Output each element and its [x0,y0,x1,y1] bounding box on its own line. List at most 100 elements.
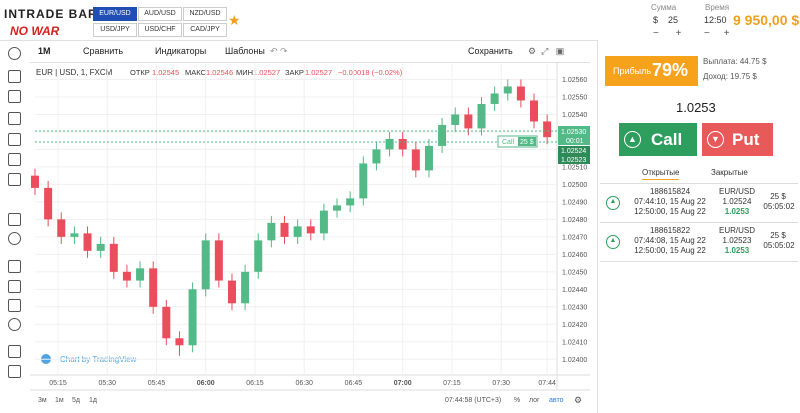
pair-button[interactable]: USD/JPY [93,23,137,37]
settings-icon[interactable]: ⚙ [574,395,582,405]
candle-body [162,306,171,339]
candle-body [83,233,92,251]
indicators-button[interactable]: Индикаторы [155,46,207,56]
price-marker-label: 1.02530 [561,129,586,136]
range-button[interactable]: 5д [72,397,80,404]
trade-expires: 12:50:00, 15 Aug 22 [634,207,706,216]
candle-body [503,86,512,94]
x-tick-label: 07:15 [443,380,461,387]
candle-body [477,103,486,129]
trade-icon: ▲ [606,235,620,249]
tool-icon[interactable] [8,47,21,60]
trade-current: 1.0253 [724,246,750,255]
range-button[interactable]: 1д [89,397,97,404]
candle-body [372,149,381,164]
save-button[interactable]: Сохранить [468,46,513,56]
x-tick-label: 05:45 [148,380,166,387]
legend-value: 1.02527 [305,68,332,77]
tool-icon[interactable] [8,318,21,331]
balance: 9 950,00 $ [733,12,800,28]
trade-marker-label: Call [502,139,515,146]
legend-label: МАКС [185,68,207,77]
tool-icon[interactable] [8,133,21,146]
divider [30,62,590,63]
y-tick-label: 1.02560 [562,77,587,84]
candle-body [267,222,276,241]
tool-icon[interactable] [8,232,21,245]
profit-label: Прибыль [613,66,652,76]
pair-button[interactable]: USD/CHF [138,23,182,37]
tab-closed[interactable]: Закрытые [711,168,748,177]
candle-body [319,210,328,234]
pair-button[interactable]: AUD/USD [138,7,182,21]
call-button[interactable]: ▲ Call [619,123,697,156]
candle-body [464,114,473,129]
trade-pair: EUR/USD [718,226,755,235]
sum-label: Сумма [651,3,677,12]
range-button[interactable]: 1м [55,397,64,404]
candle-body [254,240,263,272]
trade-marker-amount: 25 $ [520,139,534,146]
tool-icon[interactable] [8,112,21,125]
x-tick-label: 06:45 [345,380,363,387]
tool-icon[interactable] [8,213,21,226]
candle-body [136,268,145,281]
compare-button[interactable]: Сравнить [83,46,124,56]
put-label: Put [732,130,760,149]
profit-box: Прибыль 79% [605,56,698,86]
x-tick-label: 06:00 [197,380,215,387]
logo: INTRADE BAR [4,7,98,21]
auto-toggle[interactable]: авто [549,397,564,404]
percent-toggle[interactable]: % [514,397,520,404]
put-button[interactable]: ▼ Put [702,123,773,156]
countdown: 00:01 [566,138,584,145]
tool-icon[interactable] [8,260,21,273]
time-input[interactable]: 12:50 [704,15,727,25]
y-tick-label: 1.02490 [562,199,587,206]
tab-open[interactable]: Открытые [642,168,680,180]
y-tick-label: 1.02480 [562,217,587,224]
time-minus-plus[interactable]: − + [704,28,730,39]
y-tick-label: 1.02450 [562,269,587,276]
tool-icon[interactable] [8,280,21,293]
candle-body [516,86,525,101]
tool-icon[interactable] [8,345,21,358]
tool-icon[interactable] [8,153,21,166]
trade-row: ▲ 188615824 07:44:10, 15 Aug 22 12:50:00, 1… [600,183,798,223]
trade-current: 1.0253 [724,207,750,216]
tool-icon[interactable] [8,90,21,103]
candle-body [398,138,407,150]
trade-remaining: 05:05:02 [763,241,795,250]
log-toggle[interactable]: лог [529,397,540,404]
pair-button[interactable]: CAD/JPY [183,23,227,37]
favorite-star[interactable]: ★ [228,12,241,28]
sum-minus-plus[interactable]: − + [653,28,682,39]
trade-opened: 07:44:10, 15 Aug 22 [634,197,706,206]
candle-body [122,271,131,281]
chart-icons[interactable]: ⚙ ⤢ ▣ [528,46,565,56]
pair-button[interactable]: NZD/USD [183,7,227,21]
income: Доход: 19.75 $ [703,72,757,81]
trade-amount: 25 $ [770,231,786,240]
interval[interactable]: 1M [38,46,51,56]
range-button[interactable]: 3м [38,397,47,404]
y-tick-label: 1.02550 [562,94,587,101]
legend-value: 1.02527 [253,68,280,77]
tool-icon[interactable] [8,70,21,83]
candle-body [359,163,368,199]
y-tick-label: 1.02540 [562,112,587,119]
undo-redo[interactable]: ↶ ↷ [270,46,288,56]
tool-icon[interactable] [8,365,21,378]
legend-label: МИН [236,68,253,77]
trade-row: ▲ 188615822 07:44:08, 15 Aug 22 12:50:00, 1… [600,223,798,262]
candle-body [411,149,420,171]
candle-body [543,121,552,138]
candle-body [293,226,302,237]
sum-input[interactable]: 25 [668,15,679,25]
legend-value: 1.02546 [206,68,233,77]
candle-body [31,175,39,188]
tool-icon[interactable] [8,173,21,186]
tool-icon[interactable] [8,299,21,312]
templates-button[interactable]: Шаблоны [225,46,265,56]
pair-button[interactable]: EUR/USD [93,7,137,21]
